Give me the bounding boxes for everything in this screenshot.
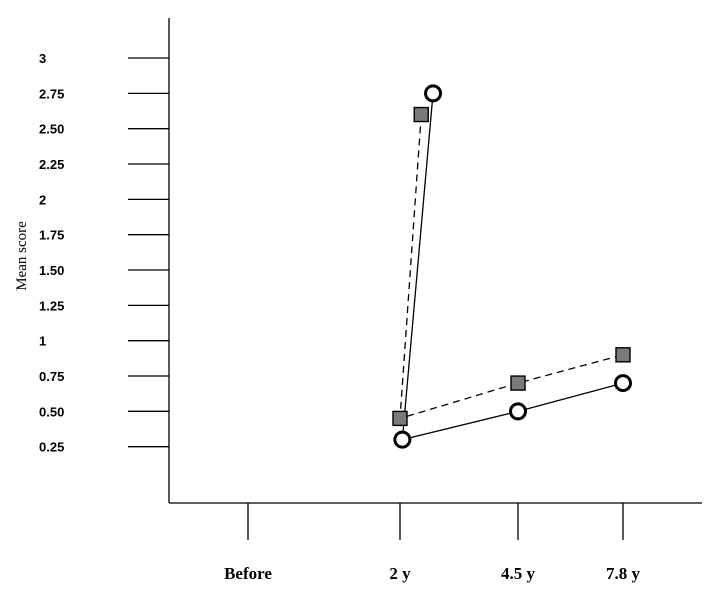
y-tick-label: 0.75	[39, 369, 64, 384]
y-tick-label: 2	[39, 192, 46, 207]
y-tick-label: 1	[39, 334, 46, 349]
series-lines	[399, 93, 624, 441]
series-1-point	[615, 347, 631, 363]
series-2-point	[509, 402, 527, 421]
series-1-point	[510, 375, 526, 391]
y-tick-label: 2.25	[39, 157, 64, 172]
series-2-point	[393, 430, 412, 449]
y-tick-label: 1.25	[39, 298, 64, 313]
series-1-line	[399, 114, 624, 420]
axes	[128, 18, 702, 540]
x-tick-label: 7.8 y	[606, 564, 641, 583]
y-tick-label: 0.25	[39, 440, 64, 455]
y-tick-label: 1.50	[39, 263, 64, 278]
x-tick-label: 4.5 y	[501, 564, 536, 583]
y-tick-label: 2.75	[39, 86, 64, 101]
series-1-point	[392, 410, 408, 427]
series-2-point	[614, 374, 632, 393]
y-tick-label: 1.75	[39, 228, 64, 243]
x-tick-label: Before	[224, 564, 272, 583]
series-1-point	[413, 106, 429, 123]
series-2-line	[401, 93, 624, 441]
x-tick-label: 2 y	[389, 564, 411, 583]
series-markers	[392, 84, 632, 449]
y-tick-label: 0.50	[39, 404, 64, 419]
series-2-point	[424, 84, 443, 103]
y-tick-label: 2.50	[39, 122, 64, 137]
y-axis-title: Mean score	[14, 221, 30, 291]
axis-labels: 0.25 0.50 0.75 1 1.25 1.50 1.75 2 2.25 2.50 2.75 3 B…	[14, 51, 641, 583]
y-tick-label: 3	[39, 51, 46, 66]
